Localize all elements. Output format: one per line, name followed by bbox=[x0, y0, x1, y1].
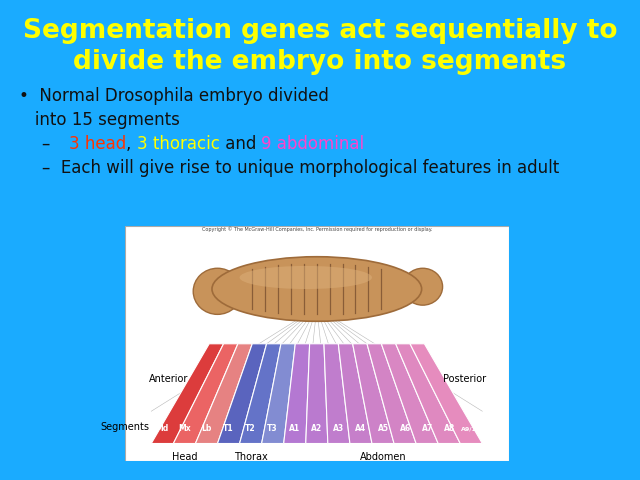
Text: T2: T2 bbox=[245, 424, 256, 433]
Text: Posterior: Posterior bbox=[443, 374, 486, 384]
Polygon shape bbox=[324, 344, 350, 444]
Polygon shape bbox=[239, 344, 281, 444]
Text: 3 head: 3 head bbox=[69, 135, 126, 153]
Text: and: and bbox=[220, 135, 262, 153]
Text: A8: A8 bbox=[444, 424, 455, 433]
Polygon shape bbox=[173, 344, 238, 444]
Text: A1: A1 bbox=[289, 424, 300, 433]
Text: –: – bbox=[42, 135, 60, 153]
Polygon shape bbox=[284, 344, 310, 444]
Text: Segments: Segments bbox=[100, 422, 149, 432]
Text: –  Each will give rise to unique morphological features in adult: – Each will give rise to unique morpholo… bbox=[42, 159, 559, 177]
Ellipse shape bbox=[212, 257, 422, 321]
Ellipse shape bbox=[193, 268, 242, 314]
Polygon shape bbox=[218, 344, 267, 444]
Text: A6: A6 bbox=[399, 424, 411, 433]
Polygon shape bbox=[262, 344, 295, 444]
Text: Mx: Mx bbox=[178, 424, 191, 433]
Text: into 15 segments: into 15 segments bbox=[19, 111, 180, 129]
Polygon shape bbox=[339, 344, 372, 444]
Text: Anterior: Anterior bbox=[149, 374, 189, 384]
Text: T1: T1 bbox=[223, 424, 234, 433]
Text: Thorax: Thorax bbox=[234, 452, 268, 462]
Polygon shape bbox=[381, 344, 438, 444]
Polygon shape bbox=[195, 344, 252, 444]
FancyBboxPatch shape bbox=[125, 226, 509, 461]
Text: Abdomen: Abdomen bbox=[360, 452, 406, 462]
Text: Head: Head bbox=[172, 452, 197, 462]
Polygon shape bbox=[396, 344, 460, 444]
Text: •  Normal Drosophila embryo divided: • Normal Drosophila embryo divided bbox=[19, 87, 329, 105]
Text: A3: A3 bbox=[333, 424, 344, 433]
Polygon shape bbox=[367, 344, 416, 444]
Text: A7: A7 bbox=[422, 424, 433, 433]
Text: T3: T3 bbox=[268, 424, 278, 433]
Ellipse shape bbox=[239, 266, 372, 289]
Text: Md: Md bbox=[156, 424, 169, 433]
Text: Segmentation genes act sequentially to: Segmentation genes act sequentially to bbox=[23, 18, 617, 44]
Text: A2: A2 bbox=[311, 424, 323, 433]
Text: A5: A5 bbox=[378, 424, 388, 433]
Polygon shape bbox=[353, 344, 394, 444]
Text: Copyright © The McGraw-Hill Companies, Inc. Permission required for reproduction: Copyright © The McGraw-Hill Companies, I… bbox=[202, 227, 432, 232]
Polygon shape bbox=[151, 344, 223, 444]
Text: A9/10: A9/10 bbox=[461, 426, 481, 432]
Text: divide the embryo into segments: divide the embryo into segments bbox=[74, 49, 566, 75]
Text: ,: , bbox=[126, 135, 137, 153]
Polygon shape bbox=[410, 344, 483, 444]
Ellipse shape bbox=[403, 268, 443, 305]
Text: A4: A4 bbox=[355, 424, 367, 433]
Text: 3 thoracic: 3 thoracic bbox=[137, 135, 220, 153]
Text: Lb: Lb bbox=[201, 424, 212, 433]
Polygon shape bbox=[306, 344, 328, 444]
Text: 9 abdominal: 9 abdominal bbox=[262, 135, 365, 153]
